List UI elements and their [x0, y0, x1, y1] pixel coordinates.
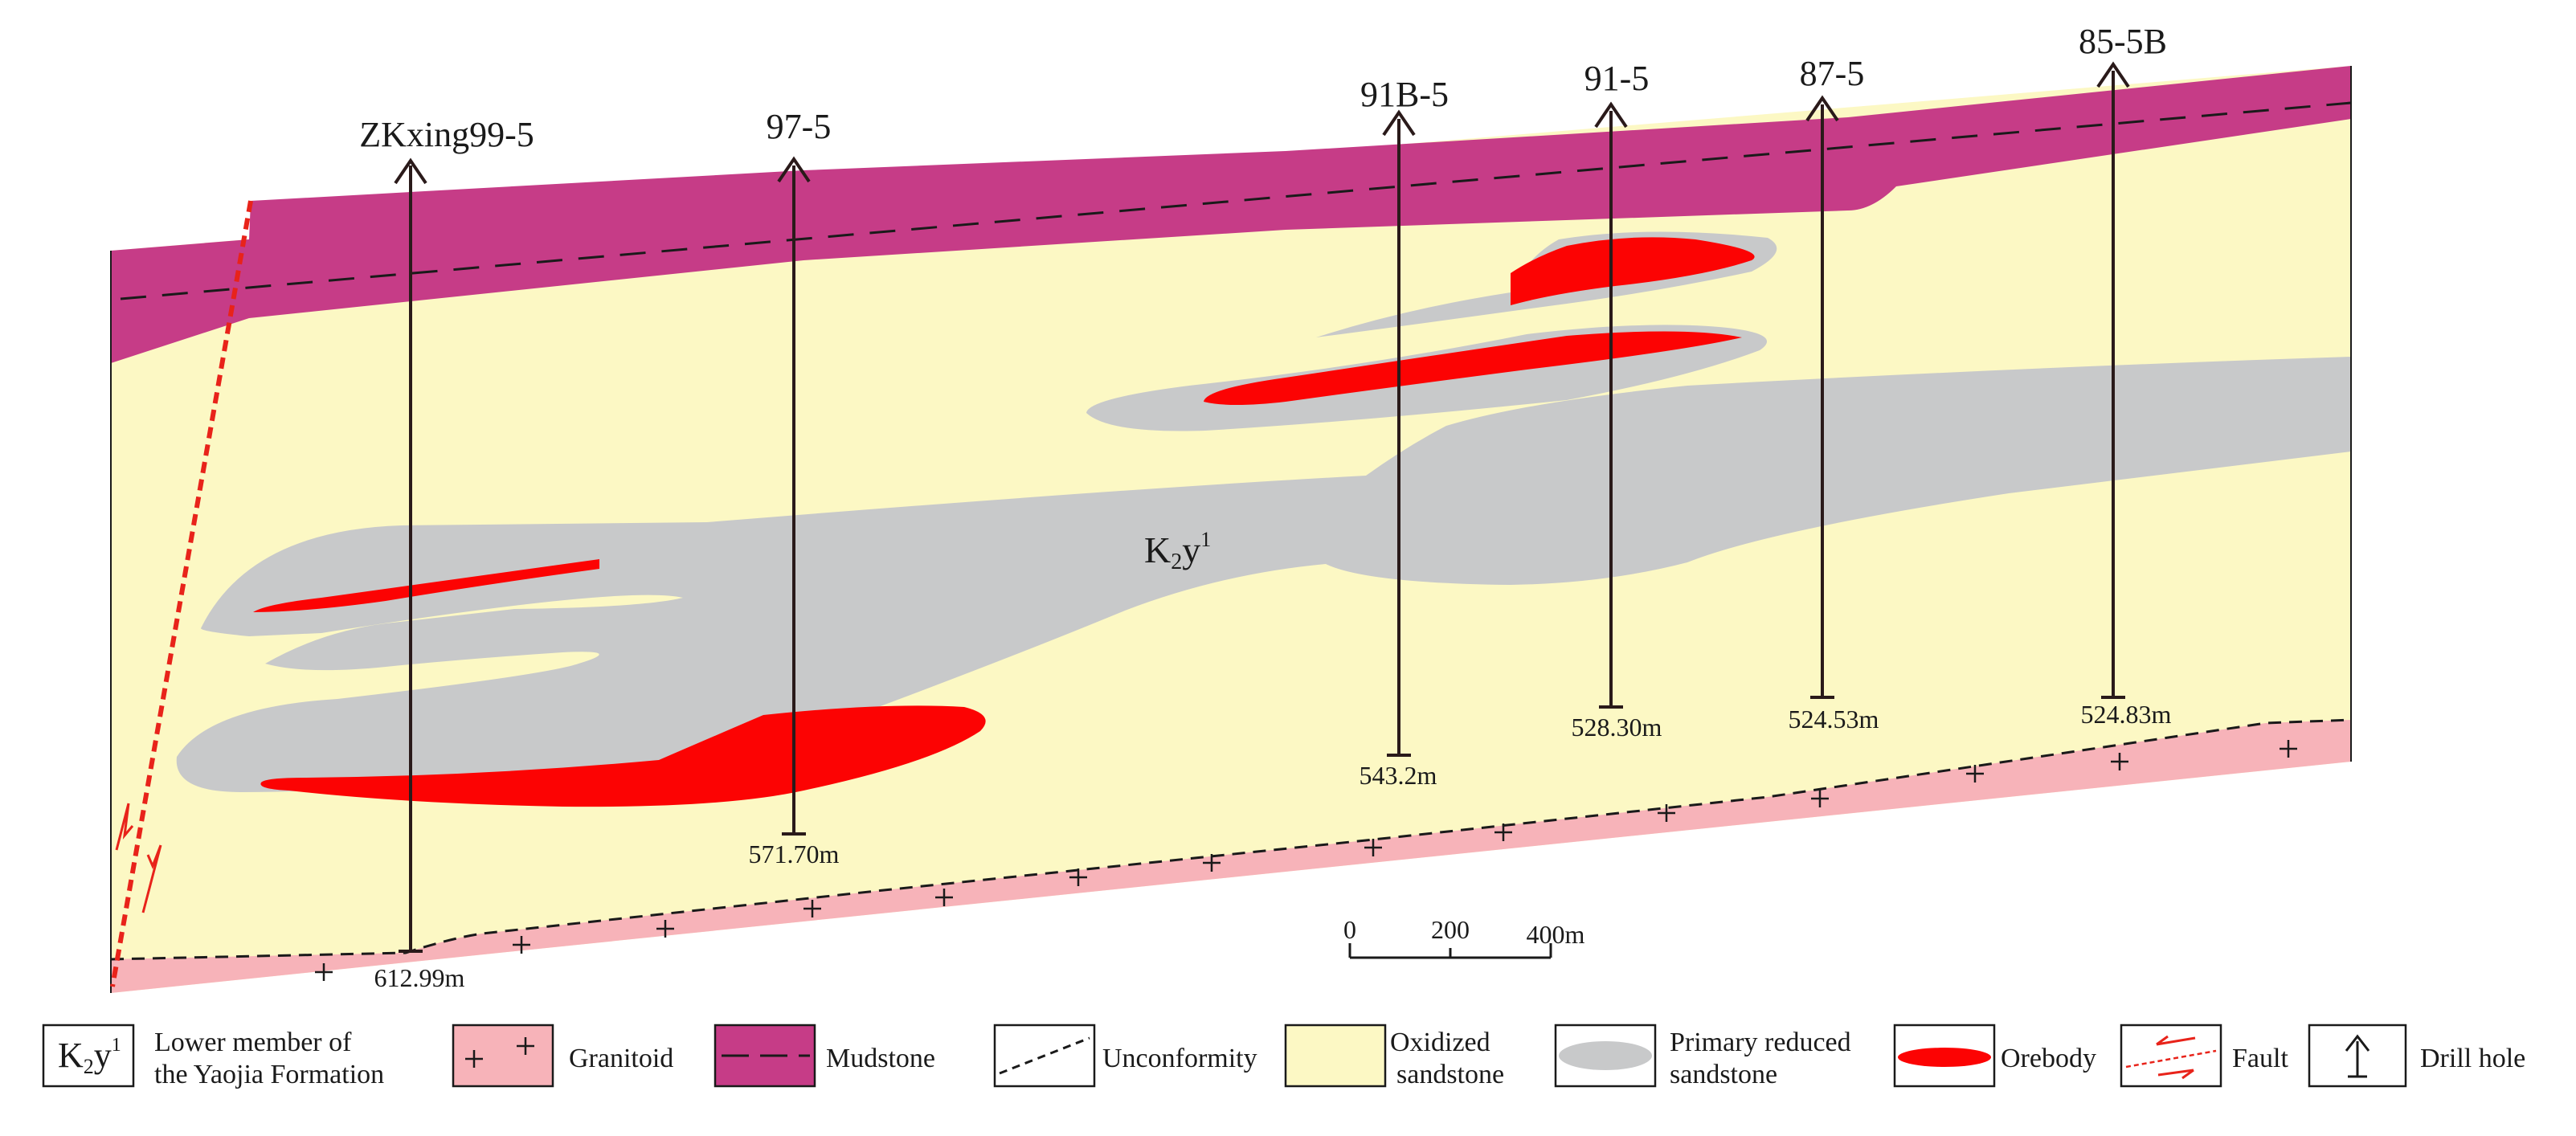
legend-item-oxidized-sandstone: Oxidized sandstone — [1284, 1024, 1504, 1089]
formation-label: K2y1 — [1144, 528, 1211, 574]
drill-hole-label: 91B-5 — [1360, 75, 1449, 114]
fault-arrow-lower-icon — [141, 844, 162, 913]
legend-label-orebody: Orebody — [2001, 1044, 2096, 1073]
scale-tick-0: 0 — [1343, 915, 1356, 944]
granitoid-symbols — [315, 740, 2297, 981]
drill-hole-label: 97-5 — [767, 107, 832, 146]
legend-label-mudstone: Mudstone — [826, 1044, 935, 1073]
orebody-middle-lens — [1204, 331, 1742, 405]
drill-hole-97-5: 97-5 571.70m — [749, 107, 840, 868]
legend-label-formation-line1: Lower member of — [154, 1028, 352, 1057]
legend-label-unconformity: Unconformity — [1102, 1044, 1257, 1073]
legend-item-drill-hole: Drill hole — [2308, 1024, 2525, 1088]
granitoid-basement — [111, 720, 2351, 993]
legend-item-fault: Fault — [2120, 1024, 2288, 1088]
legend: K2y1 Lower member of the Yaojia Formatio… — [42, 1024, 2525, 1089]
legend-label-primary-line1: Primary reduced — [1670, 1028, 1851, 1057]
mudstone-layer — [111, 66, 2351, 363]
primary-reduced-sandstone-main — [176, 357, 2352, 792]
legend-label-primary-line2: sandstone — [1670, 1060, 1777, 1089]
legend-item-orebody: Orebody — [1893, 1024, 2096, 1088]
drill-hole-91b-5: 91B-5 543.2m — [1360, 75, 1449, 790]
drill-hole-depth: 524.53m — [1789, 705, 1879, 733]
drill-hole-91-5: 91-5 528.30m — [1572, 59, 1662, 742]
legend-label-formation-line2: the Yaojia Formation — [154, 1060, 384, 1089]
drill-hole-depth: 571.70m — [749, 840, 840, 868]
legend-label-fault: Fault — [2232, 1044, 2288, 1073]
legend-item-unconformity: Unconformity — [993, 1024, 1257, 1088]
drill-hole-85-5b: 85-5B 524.83m — [2079, 22, 2172, 729]
drill-hole-zkxing99-5: ZKxing99-5 612.99m — [359, 115, 534, 992]
drill-hole-label: 87-5 — [1800, 54, 1865, 93]
fault-legend-arrow-lower-icon — [2157, 1069, 2194, 1080]
drill-hole-label: ZKxing99-5 — [359, 115, 534, 154]
orebody-lower-lens — [260, 705, 986, 807]
svg-text:K2y1: K2y1 — [58, 1035, 121, 1078]
legend-label-oxidized-line2: sandstone — [1396, 1060, 1504, 1089]
scale-bar: 0 200 400m — [1343, 915, 1585, 959]
drill-hole-label: 91-5 — [1584, 59, 1650, 98]
legend-label-oxidized-line1: Oxidized — [1390, 1028, 1490, 1057]
orebody-upper-lens — [1511, 237, 1755, 305]
legend-label-drill-hole: Drill hole — [2420, 1044, 2525, 1073]
drill-hole-depth: 543.2m — [1360, 761, 1437, 790]
orebody-left-lens — [253, 559, 599, 612]
drill-hole-depth: 528.30m — [1572, 713, 1662, 742]
fault-legend-line — [2125, 1049, 2217, 1069]
legend-item-formation: K2y1 Lower member of the Yaojia Formatio… — [42, 1024, 384, 1089]
fault-arrow-upper-icon — [115, 803, 134, 851]
drill-hole-label: 85-5B — [2079, 22, 2167, 61]
drill-hole-depth: 524.83m — [2081, 700, 2172, 729]
legend-item-granitoid: Granitoid — [452, 1024, 673, 1088]
legend-item-mudstone: Mudstone — [714, 1024, 935, 1088]
scale-tick-200: 200 — [1431, 915, 1470, 944]
fault-line — [110, 200, 253, 987]
fault-legend-arrow-upper-icon — [2156, 1035, 2196, 1046]
scale-tick-400m: 400m — [1527, 920, 1585, 949]
legend-item-primary-reduced-sandstone: Primary reduced sandstone — [1554, 1024, 1851, 1089]
drill-hole-87-5: 87-5 524.53m — [1789, 54, 1879, 733]
legend-label-granitoid: Granitoid — [569, 1044, 673, 1073]
drill-hole-depth: 612.99m — [374, 963, 465, 992]
